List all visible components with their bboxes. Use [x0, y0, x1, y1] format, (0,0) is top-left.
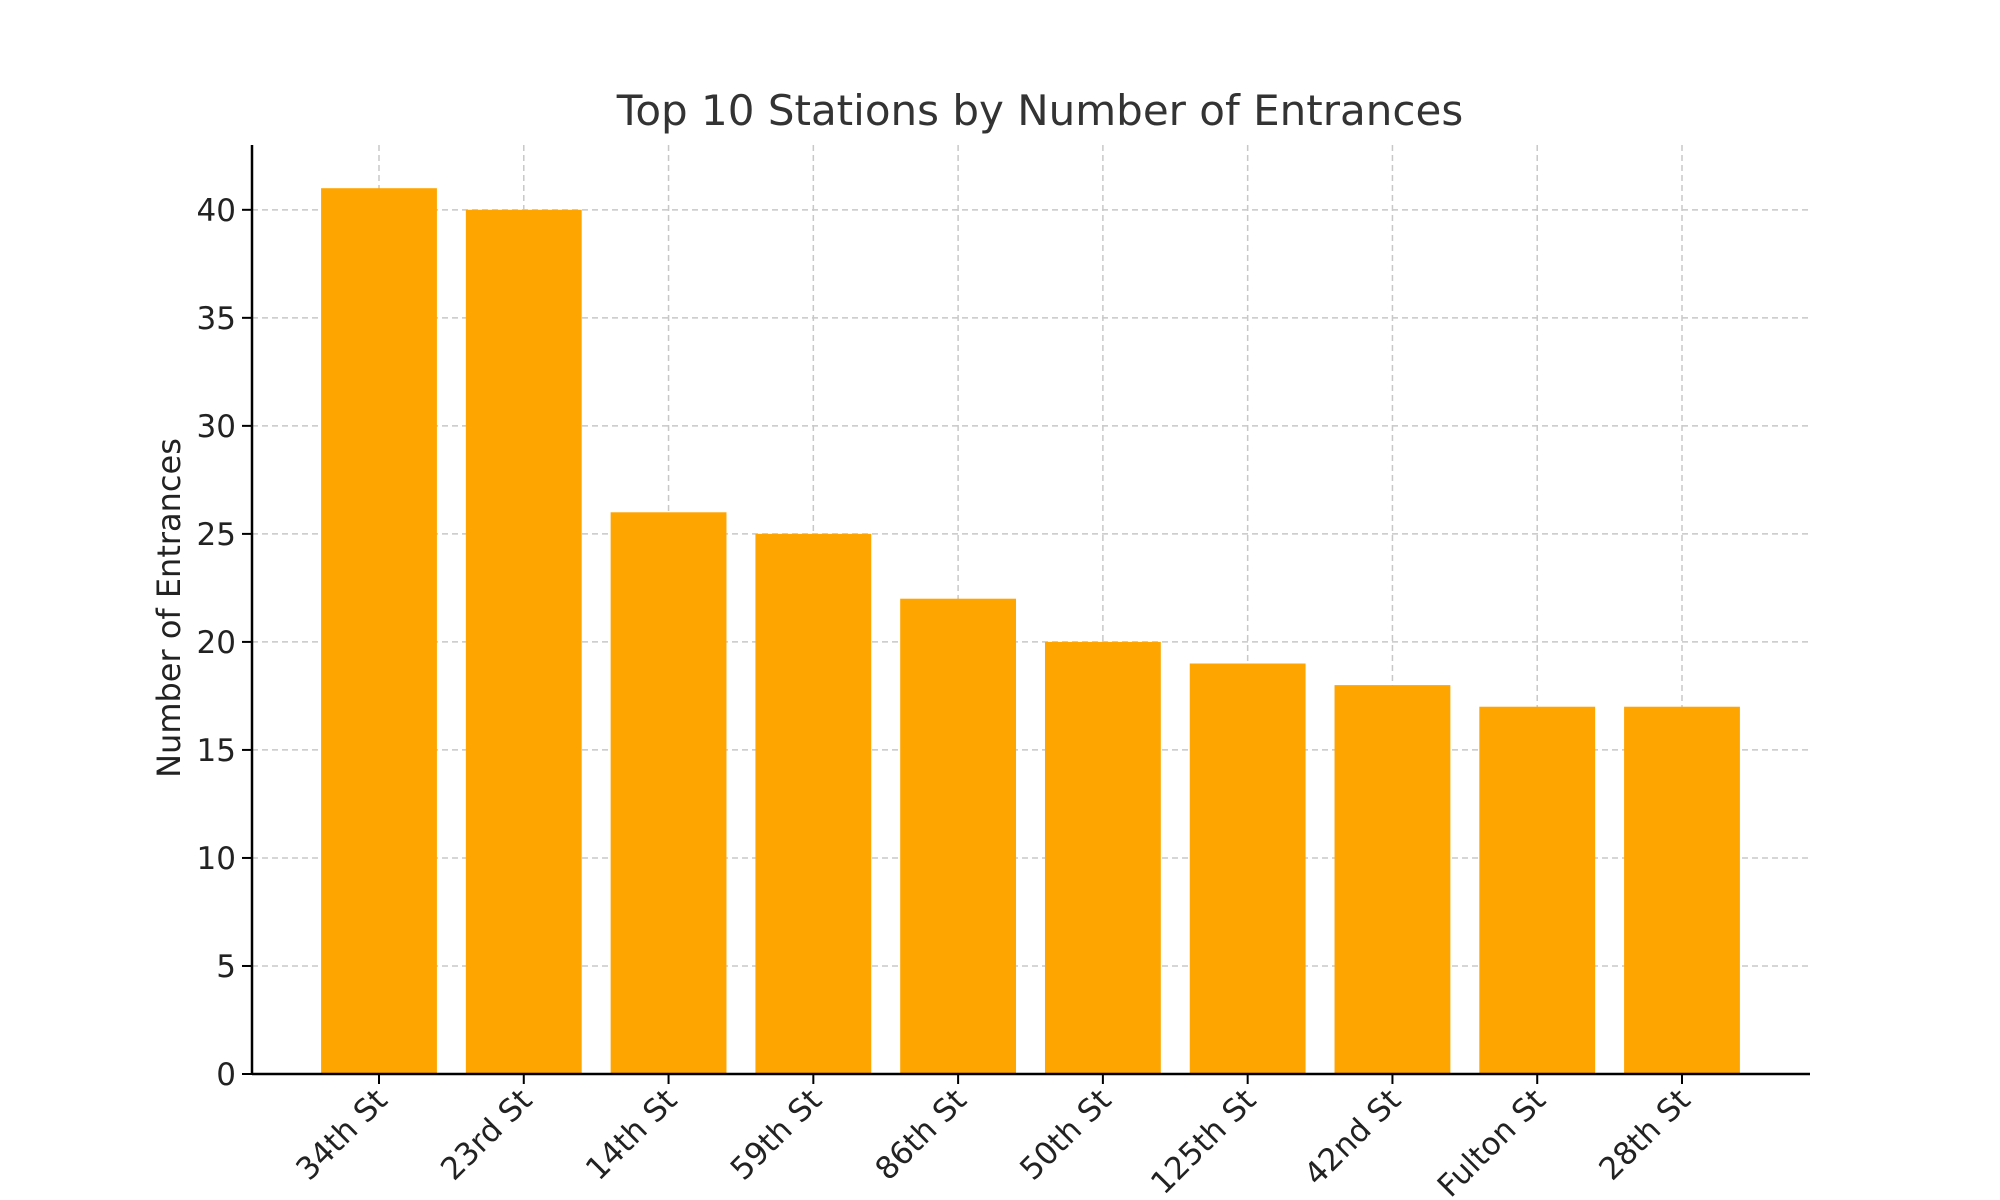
y-tick-label: 20	[197, 625, 236, 661]
x-tick-label: 14th St	[579, 1082, 684, 1187]
bar	[755, 533, 872, 1074]
x-tick-label: 23rd St	[434, 1082, 539, 1187]
x-tick-label: 42nd St	[1297, 1082, 1408, 1193]
bar	[321, 188, 437, 1075]
bar	[1479, 706, 1596, 1074]
x-ticks: 34th St 23rd St 14th St 59th St 86th St 50th …	[289, 1074, 1698, 1200]
bars	[321, 188, 1740, 1075]
bar	[900, 598, 1017, 1074]
chart-title: Top 10 Stations by Number of Entrances	[616, 86, 1463, 135]
y-tick-label: 35	[197, 301, 236, 337]
y-tick-label: 10	[197, 841, 236, 877]
y-tick-label: 30	[197, 409, 236, 445]
x-tick-label: Fulton St	[1431, 1082, 1553, 1200]
y-tick-label: 5	[216, 949, 236, 985]
bar	[1189, 663, 1306, 1074]
axes	[250, 145, 1810, 1076]
bar	[1624, 706, 1740, 1074]
x-tick-label: 50th St	[1013, 1082, 1118, 1187]
y-tick-label: 25	[197, 517, 236, 553]
bar	[1334, 685, 1451, 1074]
x-tick-label: 125th St	[1144, 1082, 1263, 1200]
y-tick-label: 15	[197, 733, 236, 769]
bar	[610, 512, 727, 1074]
x-tick-label: 28th St	[1592, 1082, 1697, 1187]
y-tick-label: 0	[216, 1057, 236, 1093]
bar	[465, 209, 582, 1074]
x-tick-label: 34th St	[289, 1082, 394, 1187]
y-axis-label: Number of Entrances	[150, 438, 188, 778]
y-tick-label: 40	[197, 193, 236, 229]
x-tick-label: 59th St	[724, 1082, 829, 1187]
bar	[1044, 641, 1161, 1074]
y-ticks: 0 5 10 15 20 25 30 35 40	[197, 193, 252, 1093]
x-tick-label: 86th St	[868, 1082, 973, 1187]
